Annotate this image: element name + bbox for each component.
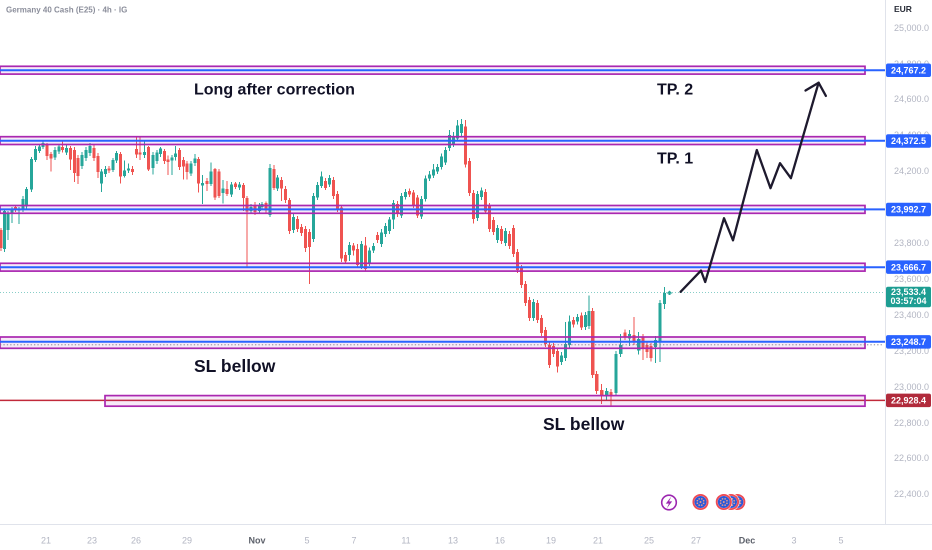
- svg-text:Nov: Nov: [248, 536, 265, 546]
- svg-text:22,400.0: 22,400.0: [894, 489, 929, 499]
- svg-text:24,372.5: 24,372.5: [891, 136, 926, 146]
- svg-text:23,200.0: 23,200.0: [894, 346, 929, 356]
- svg-text:SL bellow: SL bellow: [543, 414, 625, 434]
- svg-text:11: 11: [401, 536, 410, 546]
- svg-text:22,928.4: 22,928.4: [891, 396, 926, 406]
- svg-text:03:57:04: 03:57:04: [890, 296, 926, 306]
- svg-text:3: 3: [791, 536, 796, 546]
- svg-text:23,666.7: 23,666.7: [891, 263, 926, 273]
- svg-text:21: 21: [593, 536, 603, 546]
- svg-text:24,767.2: 24,767.2: [891, 66, 926, 76]
- svg-text:25: 25: [644, 536, 654, 546]
- svg-text:SL bellow: SL bellow: [194, 356, 276, 376]
- svg-text:5: 5: [838, 536, 843, 546]
- svg-text:29: 29: [182, 536, 192, 546]
- svg-text:25,000.0: 25,000.0: [894, 23, 929, 33]
- svg-text:23,400.0: 23,400.0: [894, 310, 929, 320]
- svg-text:19: 19: [546, 536, 556, 546]
- svg-text:24,600.0: 24,600.0: [894, 94, 929, 104]
- svg-text:23,992.7: 23,992.7: [891, 205, 926, 215]
- svg-text:23: 23: [87, 536, 97, 546]
- svg-text:TP. 2: TP. 2: [657, 82, 693, 99]
- svg-text:24,200.0: 24,200.0: [894, 166, 929, 176]
- svg-text:23,248.7: 23,248.7: [891, 337, 926, 347]
- svg-text:7: 7: [351, 536, 356, 546]
- svg-text:5: 5: [304, 536, 309, 546]
- svg-text:26: 26: [131, 536, 141, 546]
- svg-text:16: 16: [495, 536, 505, 546]
- svg-text:Germany 40 Cash (E25) · 4h · I: Germany 40 Cash (E25) · 4h · IG: [6, 6, 127, 15]
- svg-text:27: 27: [691, 536, 701, 546]
- svg-text:23,533.4: 23,533.4: [891, 287, 926, 297]
- svg-text:23,800.0: 23,800.0: [894, 238, 929, 248]
- svg-text:23,000.0: 23,000.0: [894, 382, 929, 392]
- svg-text:Dec: Dec: [739, 536, 756, 546]
- svg-text:22,800.0: 22,800.0: [894, 418, 929, 428]
- svg-text:22,600.0: 22,600.0: [894, 453, 929, 463]
- svg-text:13: 13: [448, 536, 458, 546]
- svg-text:TP. 1: TP. 1: [657, 151, 693, 168]
- svg-text:23,600.0: 23,600.0: [894, 274, 929, 284]
- svg-text:Long after correction: Long after correction: [194, 82, 355, 99]
- svg-text:21: 21: [41, 536, 51, 546]
- svg-text:EUR: EUR: [894, 4, 912, 14]
